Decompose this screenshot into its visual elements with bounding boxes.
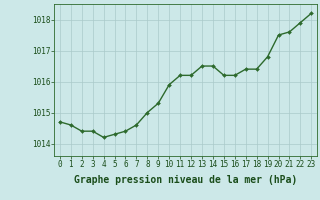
X-axis label: Graphe pression niveau de la mer (hPa): Graphe pression niveau de la mer (hPa) xyxy=(74,175,297,185)
